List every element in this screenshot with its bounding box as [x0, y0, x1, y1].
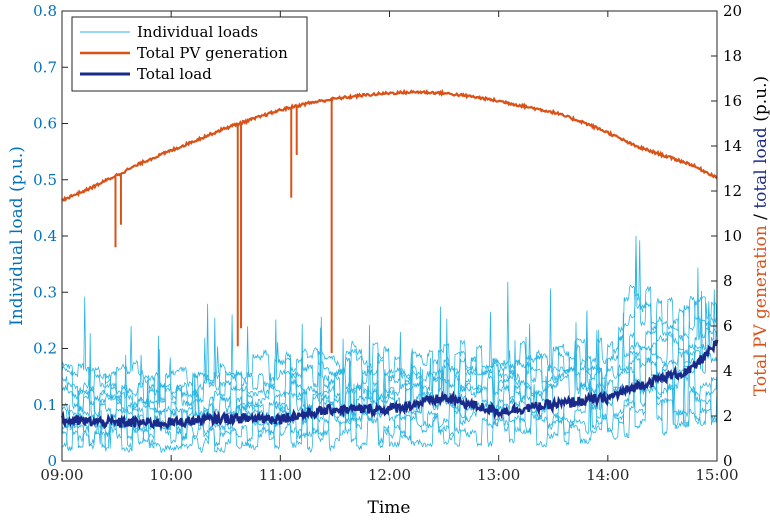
- right-y-label-part: (p.u.): [751, 76, 770, 127]
- legend-label-total-pv-generation: Total PV generation: [137, 44, 288, 62]
- left-y-tick-label: 0.8: [33, 2, 57, 20]
- legend-label-total-load: Total load: [137, 65, 212, 83]
- left-y-tick-label: 0.3: [33, 283, 57, 301]
- x-tick-label: 10:00: [150, 466, 193, 484]
- individual-load-trace: [61, 246, 718, 396]
- right-y-label-part: total load: [751, 127, 770, 209]
- legend-label-individual-loads: Individual loads: [137, 23, 258, 41]
- right-y-tick-label: 12: [723, 182, 742, 200]
- x-tick-label: 12:00: [368, 466, 411, 484]
- right-y-tick-label: 18: [723, 47, 742, 65]
- left-y-tick-label: 0.4: [33, 227, 57, 245]
- left-y-tick-label: 0.1: [33, 396, 57, 414]
- x-tick-label: 14:00: [586, 466, 629, 484]
- total-pv-generation-line: [61, 88, 718, 202]
- right-y-label-part: /: [751, 209, 770, 226]
- legend: Individual loads Total PV generation Tot…: [71, 16, 308, 92]
- left-y-tick-label: 0.2: [33, 340, 57, 358]
- right-y-tick-label: 16: [723, 92, 742, 110]
- left-y-axis: 0 0.1 0.2 0.3 0.4 0.5 0.6 0.7 0.8: [33, 2, 68, 470]
- left-y-tick-label: 0.5: [33, 171, 57, 189]
- right-y-tick-label: 20: [723, 2, 742, 20]
- right-y-axis: 0 2 4 6 8 10 12 14 16 18 20: [711, 2, 742, 470]
- right-y-tick-label: 8: [723, 272, 733, 290]
- x-axis: 09:00 10:00 11:00 12:00 13:00 14:00 15:00: [40, 11, 739, 484]
- x-tick-label: 09:00: [40, 466, 83, 484]
- x-tick-label: 11:00: [259, 466, 302, 484]
- right-y-tick-label: 0: [723, 452, 733, 470]
- right-y-tick-label: 10: [723, 227, 742, 245]
- left-y-tick-label: 0.7: [33, 58, 57, 76]
- left-y-tick-label: 0: [47, 452, 57, 470]
- left-y-tick-label: 0.6: [33, 115, 57, 133]
- right-y-tick-label: 2: [723, 407, 733, 425]
- right-y-axis-label: Total PV generation / total load (p.u.): [751, 76, 770, 396]
- plot-frame: [61, 10, 718, 462]
- right-y-label-part: Total PV generation: [751, 225, 770, 396]
- individual-load-trace: [61, 358, 718, 450]
- x-axis-label: Time: [368, 498, 411, 518]
- right-y-tick-label: 4: [723, 362, 733, 380]
- x-tick-label: 15:00: [695, 466, 738, 484]
- x-tick-label: 13:00: [477, 466, 520, 484]
- left-y-axis-label: Individual load (p.u.): [7, 146, 27, 326]
- total-load-line: [60, 339, 719, 431]
- right-y-tick-label: 14: [723, 137, 742, 155]
- right-y-tick-label: 6: [723, 317, 733, 335]
